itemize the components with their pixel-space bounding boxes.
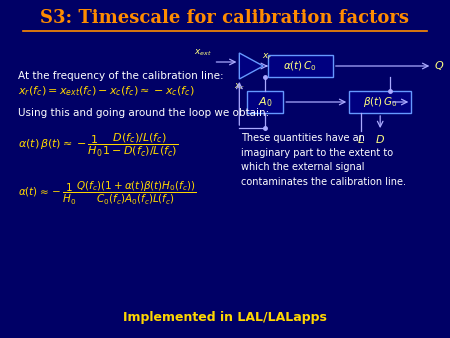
FancyBboxPatch shape <box>349 91 411 113</box>
Text: $x_c$: $x_c$ <box>234 82 245 93</box>
Text: S3: Timescale for calibration factors: S3: Timescale for calibration factors <box>40 9 410 27</box>
Text: $x_r$: $x_r$ <box>262 51 273 62</box>
Polygon shape <box>239 53 263 79</box>
Text: $x_{ext}$: $x_{ext}$ <box>194 48 211 58</box>
FancyBboxPatch shape <box>268 55 333 77</box>
Text: $\alpha(t) \approx -\dfrac{1}{H_0}\dfrac{Q(f_c)(1+\alpha(t)\beta(t)H_0(f_c))}{C_: $\alpha(t) \approx -\dfrac{1}{H_0}\dfrac… <box>18 179 197 207</box>
Text: Using this and going around the loop we obtain:: Using this and going around the loop we … <box>18 108 269 118</box>
Text: $Q$: $Q$ <box>434 59 445 72</box>
Text: $\alpha(t)\,\beta(t) \approx -\dfrac{1}{H_0}\dfrac{D(f_c)/L(f_c)}{1 - D(f_c)/L(f: $\alpha(t)\,\beta(t) \approx -\dfrac{1}{… <box>18 131 178 159</box>
Text: $D$: $D$ <box>375 133 385 145</box>
Text: At the frequency of the calibration line:: At the frequency of the calibration line… <box>18 71 223 81</box>
FancyBboxPatch shape <box>247 91 283 113</box>
Text: $A_0$: $A_0$ <box>258 95 272 109</box>
Text: Implemented in LAL/LALapps: Implemented in LAL/LALapps <box>123 312 327 324</box>
Text: These quantities have an
imaginary part to the extent to
which the external sign: These quantities have an imaginary part … <box>241 133 406 187</box>
Text: $L$: $L$ <box>357 133 365 145</box>
Text: $\alpha(t)\,C_0$: $\alpha(t)\,C_0$ <box>284 59 317 73</box>
Text: $\beta(t)\,G_0$: $\beta(t)\,G_0$ <box>363 95 397 109</box>
Text: $x_r(f_c) = x_{ext}(f_c) - x_c(f_c) \approx -x_c(f_c)$: $x_r(f_c) = x_{ext}(f_c) - x_c(f_c) \app… <box>18 84 194 98</box>
